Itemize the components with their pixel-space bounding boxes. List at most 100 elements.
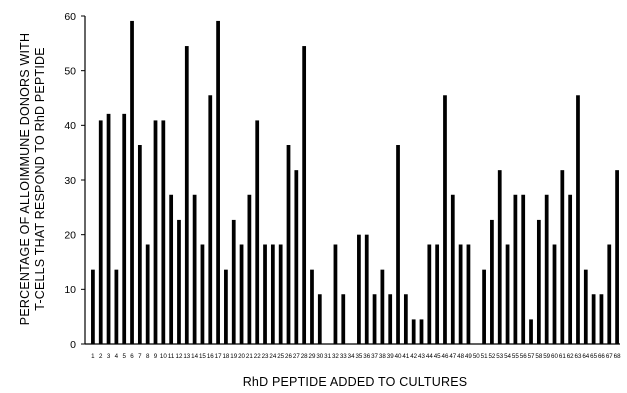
x-tick-label: 25 [277, 353, 284, 360]
bar-16 [208, 95, 213, 345]
x-tick-label: 8 [146, 353, 150, 360]
bar-10 [161, 120, 166, 344]
x-tick-label: 24 [269, 353, 276, 360]
x-tick-label: 5 [122, 353, 126, 360]
x-tick-label: 38 [379, 353, 386, 360]
bar-48 [458, 244, 463, 344]
x-tick-label: 11 [168, 353, 175, 360]
y-tick-label: 0 [70, 339, 76, 351]
x-tick-label: 27 [293, 353, 300, 360]
bar-47 [450, 194, 455, 344]
x-tick-label: 6 [130, 353, 134, 360]
bar-4 [114, 269, 119, 344]
x-tick-label: 16 [207, 353, 214, 360]
x-tick-label: 14 [191, 353, 198, 360]
bar-26 [286, 145, 291, 344]
bar-18 [224, 269, 228, 344]
y-tick-label: 50 [64, 65, 76, 77]
x-tick-label: 50 [473, 353, 480, 360]
x-tick-label: 36 [363, 353, 370, 360]
bar-55 [513, 194, 518, 344]
x-tick-label: 54 [504, 353, 511, 360]
x-tick-label: 62 [567, 353, 574, 360]
bar-63 [576, 95, 580, 345]
y-tick-label: 10 [64, 284, 76, 296]
y-tick-label: 60 [64, 11, 76, 23]
bar-44 [427, 244, 432, 344]
x-tick-label: 61 [559, 353, 566, 360]
bar-62 [568, 194, 573, 344]
x-tick-label: 41 [402, 353, 409, 360]
bar-35 [357, 234, 361, 344]
x-tick-label: 18 [222, 353, 229, 360]
x-tick-label: 43 [418, 353, 425, 360]
x-tick-label: 48 [457, 353, 464, 360]
bar-41 [403, 294, 408, 344]
x-tick-label: 60 [551, 353, 558, 360]
bar-13 [184, 46, 189, 345]
x-tick-label: 3 [107, 353, 111, 360]
bar-49 [466, 244, 471, 344]
x-tick-label: 67 [606, 353, 613, 360]
bar-68 [615, 170, 619, 344]
bar-67 [607, 244, 612, 344]
bar-37 [372, 294, 377, 344]
x-tick-label: 15 [199, 353, 206, 360]
bar-43 [419, 319, 424, 344]
bar-36 [364, 234, 369, 344]
bar-15 [200, 244, 205, 344]
y-axis-title-line-1: PERCENTAGE OF ALLOIMMUNE DONORS WITH [18, 33, 32, 325]
bar-5 [122, 113, 127, 344]
x-tick-label: 30 [316, 353, 323, 360]
x-axis-title: RhD PEPTIDE ADDED TO CULTURES [243, 375, 468, 389]
bar-66 [599, 294, 604, 344]
x-tick-label: 39 [387, 353, 394, 360]
bar-59 [544, 194, 549, 344]
bar-42 [411, 319, 416, 344]
x-tick-label: 44 [426, 353, 433, 360]
y-axis-title: PERCENTAGE OF ALLOIMMUNE DONORS WITH T-C… [18, 33, 47, 325]
bar-19 [231, 219, 236, 344]
x-tick-label: 32 [332, 353, 339, 360]
x-tick-label: 33 [340, 353, 347, 360]
x-tick-label: 63 [575, 353, 582, 360]
x-tick-label: 59 [543, 353, 550, 360]
bar-54 [505, 244, 510, 344]
x-tick-label: 4 [115, 353, 119, 360]
bar-2 [98, 120, 103, 344]
bar-29 [310, 269, 314, 344]
x-tick-label: 53 [496, 353, 503, 360]
x-tick-label: 65 [590, 353, 597, 360]
bar-51 [482, 269, 486, 344]
bar-1 [91, 269, 95, 344]
bar-17 [216, 20, 220, 344]
bar-33 [341, 294, 346, 344]
x-tick-label: 34 [348, 353, 355, 360]
bar-23 [263, 244, 267, 344]
bar-27 [294, 170, 299, 344]
y-axis-title-line-2: T-CELLS THAT RESPOND TO RhD PEPTIDE [33, 47, 47, 311]
x-tick-label: 29 [309, 353, 316, 360]
x-tick-label: 55 [512, 353, 519, 360]
x-tick-label: 7 [138, 353, 142, 360]
x-tick-label: 26 [285, 353, 292, 360]
bar-8 [145, 244, 150, 344]
bar-3 [106, 113, 111, 344]
bar-46 [443, 95, 447, 345]
y-tick-label: 40 [64, 120, 76, 132]
x-tick-label: 1 [91, 353, 95, 360]
x-tick-label: 47 [449, 353, 456, 360]
x-tick-label: 10 [160, 353, 167, 360]
x-tick-label: 40 [395, 353, 402, 360]
x-tick-label: 19 [230, 353, 237, 360]
bar-6 [130, 20, 134, 344]
y-tick-label: 20 [64, 229, 76, 241]
bar-39 [388, 294, 393, 344]
x-tick-label: 12 [176, 353, 183, 360]
x-tick-label: 23 [262, 353, 269, 360]
x-tick-label: 17 [215, 353, 222, 360]
bar-64 [583, 269, 588, 344]
x-tick-label: 66 [598, 353, 605, 360]
bar-45 [435, 244, 440, 344]
